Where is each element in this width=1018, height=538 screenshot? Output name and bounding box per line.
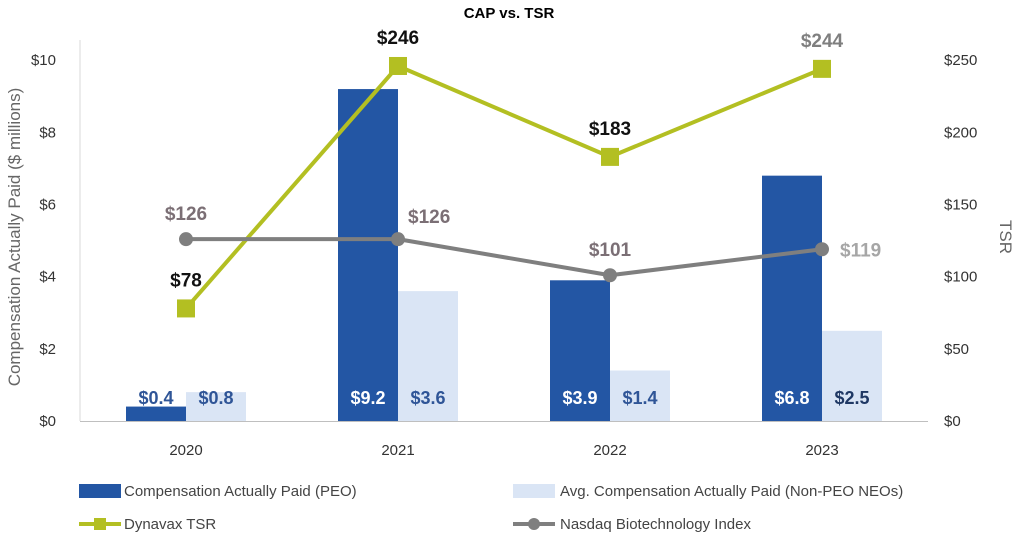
line-point	[815, 242, 829, 257]
y2-tick-label: $150	[944, 197, 977, 214]
bar-data-label: $0.4	[138, 388, 173, 408]
bar-data-labels: $0.4 $9.2 $3.9 $6.8 $0.8 $3.6 $1.4 $2.5	[138, 388, 869, 408]
line-point	[177, 299, 195, 318]
x-tick-label: 2020	[169, 442, 202, 459]
line-point	[601, 147, 619, 166]
legend: Compensation Actually Paid (PEO) Avg. Co…	[79, 483, 903, 533]
legend-swatch-dynavax-marker	[94, 518, 106, 530]
line-point	[391, 232, 405, 247]
line-data-label: $126	[408, 207, 450, 228]
line-point	[179, 232, 193, 247]
y2-tick-label: $250	[944, 52, 977, 69]
y-axis-title: Compensation Actually Paid ($ millions)	[5, 88, 24, 387]
series-line	[186, 237, 823, 278]
line-point	[389, 56, 407, 75]
chart-title: CAP vs. TSR	[464, 5, 555, 22]
y2-tick-label: $100	[944, 269, 977, 286]
legend-label-non-peo: Avg. Compensation Actually Paid (Non-PEO…	[560, 483, 903, 500]
bar	[398, 291, 458, 421]
y2-tick-label: $0	[944, 413, 961, 430]
y-tick-label: $6	[39, 197, 56, 214]
legend-label-nasdaq: Nasdaq Biotechnology Index	[560, 516, 751, 533]
x-axis-ticks: 2020 2021 2022 2023	[169, 442, 838, 459]
line-point	[603, 268, 617, 283]
line-data-label: $183	[589, 119, 631, 140]
legend-swatch-non-peo	[513, 484, 555, 498]
line-data-labels: $78 $246 $183 $244 $126 $126 $101 $119	[165, 28, 881, 291]
bar-data-label: $0.8	[198, 388, 233, 408]
legend-swatch-nasdaq-marker	[528, 518, 540, 530]
bar	[338, 89, 398, 422]
y-tick-label: $4	[39, 269, 56, 286]
y-tick-label: $0	[39, 413, 56, 430]
series-line	[184, 63, 823, 310]
bar	[762, 175, 822, 421]
bar-data-label: $1.4	[622, 388, 657, 408]
legend-label-peo: Compensation Actually Paid (PEO)	[124, 483, 357, 500]
x-tick-label: 2022	[593, 442, 626, 459]
bar	[550, 280, 610, 421]
bar	[610, 370, 670, 421]
y-tick-label: $8	[39, 124, 56, 141]
y-tick-label: $2	[39, 341, 56, 358]
line-data-label: $244	[801, 31, 844, 52]
line-data-label: $101	[589, 240, 632, 261]
bar-data-label: $6.8	[774, 388, 809, 408]
x-tick-label: 2021	[381, 442, 414, 459]
bar-data-label: $3.9	[562, 388, 597, 408]
line-data-label: $78	[170, 270, 202, 291]
bar-data-label: $9.2	[350, 388, 385, 408]
line-data-label: $119	[840, 240, 881, 261]
line-data-label: $126	[165, 204, 207, 225]
legend-label-dynavax: Dynavax TSR	[124, 516, 216, 533]
bar-data-label: $2.5	[834, 388, 869, 408]
bar	[126, 406, 186, 421]
y2-axis-title: TSR	[996, 220, 1015, 254]
right-axis-ticks: $0 $50 $100 $150 $200 $250	[944, 52, 977, 430]
legend-swatch-peo	[79, 484, 121, 498]
x-tick-label: 2023	[805, 442, 838, 459]
bar	[822, 330, 882, 421]
y2-tick-label: $200	[944, 124, 977, 141]
line-data-label: $246	[377, 28, 419, 49]
line-point	[813, 59, 831, 78]
line-series	[177, 56, 831, 318]
bar	[186, 392, 246, 421]
y-tick-label: $10	[31, 52, 56, 69]
bar-data-label: $3.6	[410, 388, 445, 408]
y2-tick-label: $50	[944, 341, 969, 358]
bar-series	[126, 89, 882, 422]
left-axis-ticks: $0 $2 $4 $6 $8 $10	[31, 52, 56, 430]
